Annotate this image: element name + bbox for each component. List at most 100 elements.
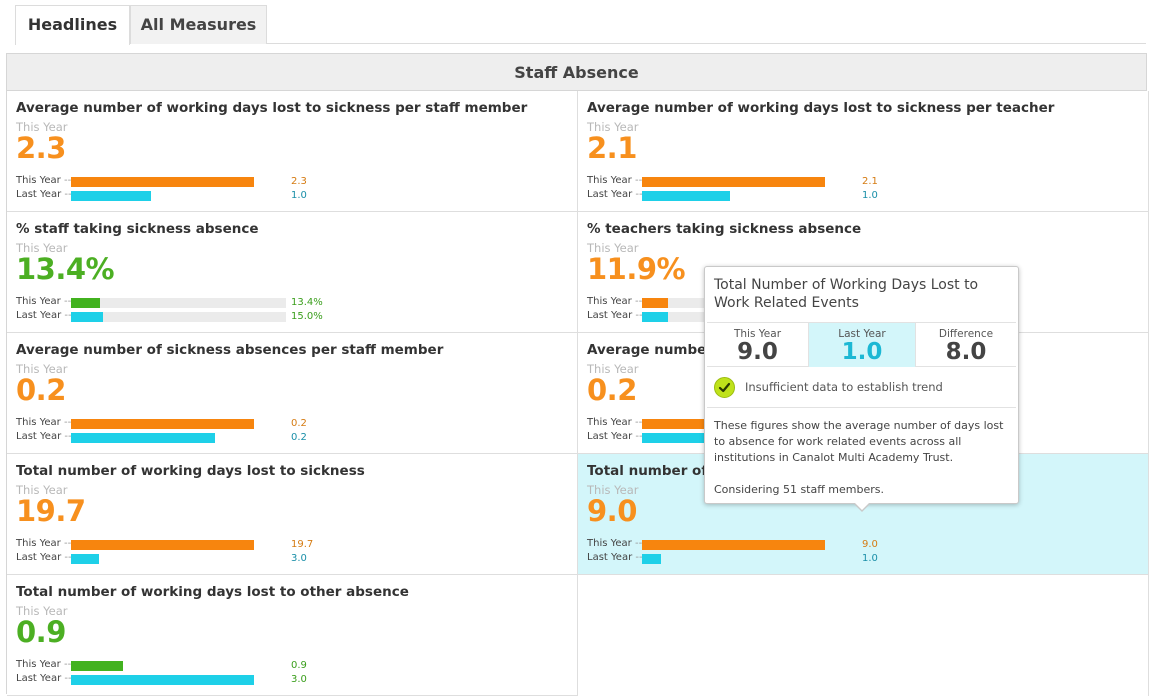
- dash: --: [63, 175, 72, 186]
- stat-last-year: Last Year 1.0: [809, 323, 915, 367]
- last-year-label: Last Year --: [16, 431, 72, 442]
- last-year-label: Last Year --: [16, 673, 72, 684]
- measure-card[interactable]: Total number of working days lost to sic…: [7, 454, 578, 575]
- this-year-number: 2.3: [291, 176, 307, 187]
- dash: --: [64, 189, 72, 200]
- measure-subtitle: This Year: [587, 483, 639, 497]
- measure-value: 11.9%: [587, 252, 686, 286]
- last-year-number: 3.0: [291, 674, 307, 685]
- trend-text: Insufficient data to establish trend: [745, 380, 943, 394]
- last-year-label: Last Year --: [587, 189, 643, 200]
- dash: --: [635, 431, 643, 442]
- this-year-text: This Year: [587, 175, 632, 186]
- measure-card[interactable]: Total number of working days lost to oth…: [7, 575, 578, 696]
- this-year-bar: [642, 177, 825, 187]
- dash: --: [64, 310, 72, 321]
- stat-last-year-value: 1.0: [841, 339, 883, 365]
- dash: --: [63, 659, 72, 670]
- measure-value: 9.0: [587, 494, 637, 528]
- tooltip-trend: Insufficient data to establish trend: [707, 367, 1016, 408]
- last-year-bar: [642, 554, 661, 564]
- dash: --: [634, 417, 643, 428]
- dash: --: [635, 189, 643, 200]
- tooltip-arrow-inner: [854, 502, 870, 510]
- tooltip-considering: Considering 51 staff members.: [714, 483, 885, 496]
- last-year-number: 1.0: [862, 553, 878, 564]
- measure-title: Average number of working days lost to s…: [587, 100, 1055, 116]
- tooltip-title: Total Number of Working Days Lost to Wor…: [714, 277, 979, 311]
- last-year-text: Last Year: [16, 552, 62, 563]
- measure-value: 13.4%: [16, 252, 115, 286]
- this-year-label: This Year --: [16, 659, 71, 670]
- last-year-bar: [71, 433, 215, 443]
- stat-this-year: This Year 9.0: [707, 323, 809, 367]
- measure-subtitle: This Year: [16, 483, 68, 497]
- measure-title: Average number of working days lost to s…: [16, 100, 528, 116]
- this-year-text: This Year: [16, 659, 61, 670]
- this-year-label: This Year --: [587, 175, 642, 186]
- measure-title: Total number of working days lost to oth…: [16, 584, 409, 600]
- this-year-number: 19.7: [291, 539, 314, 550]
- tooltip-description: These figures show the average number of…: [714, 419, 1004, 464]
- measure-subtitle: This Year: [587, 241, 639, 255]
- last-year-track: [71, 312, 286, 322]
- this-year-number: 9.0: [862, 539, 878, 550]
- measure-title: Average number of sickness absences per …: [16, 342, 444, 358]
- measure-subtitle: This Year: [587, 362, 639, 376]
- last-year-bar: [71, 191, 151, 201]
- last-year-label: Last Year --: [16, 310, 72, 321]
- tab-all-measures[interactable]: All Measures: [130, 5, 267, 44]
- last-year-text: Last Year: [587, 431, 633, 442]
- this-year-label: This Year --: [16, 538, 71, 549]
- last-year-bar: [642, 191, 730, 201]
- tab-headlines[interactable]: Headlines: [15, 5, 130, 45]
- this-year-bar: [71, 540, 254, 550]
- measure-card[interactable]: Average number of working days lost to s…: [578, 91, 1149, 212]
- measure-title: Average number o: [587, 342, 727, 358]
- dash: --: [635, 552, 643, 563]
- dash: --: [63, 538, 72, 549]
- this-year-bar: [71, 177, 254, 187]
- this-year-number: 0.2: [291, 418, 307, 429]
- tooltip-stats: This Year 9.0 Last Year 1.0 Difference 8…: [707, 322, 1016, 367]
- last-year-number: 1.0: [291, 190, 307, 201]
- this-year-label: This Year --: [16, 175, 71, 186]
- last-year-label: Last Year --: [16, 189, 72, 200]
- dash: --: [634, 538, 643, 549]
- last-year-text: Last Year: [16, 189, 62, 200]
- panel-title: Staff Absence: [7, 54, 1146, 91]
- measure-value: 19.7: [16, 494, 86, 528]
- last-year-text: Last Year: [16, 310, 62, 321]
- dash: --: [63, 417, 72, 428]
- measure-tooltip: Total Number of Working Days Lost to Wor…: [704, 266, 1019, 512]
- last-year-bar: [71, 554, 99, 564]
- this-year-label: This Year --: [16, 417, 71, 428]
- this-year-bar: [71, 661, 123, 671]
- measure-card[interactable]: Average number of working days lost to s…: [7, 91, 578, 212]
- stat-this-year-value: 9.0: [737, 339, 778, 365]
- this-year-number: 2.1: [862, 176, 878, 187]
- dash: --: [64, 673, 72, 684]
- measure-title: Total number of working days lost to sic…: [16, 463, 365, 479]
- last-year-label: Last Year --: [587, 310, 643, 321]
- measure-card[interactable]: % staff taking sickness absence This Year…: [7, 212, 578, 333]
- last-year-number: 0.2: [291, 432, 307, 443]
- last-year-text: Last Year: [16, 431, 62, 442]
- this-year-label: This Year --: [587, 538, 642, 549]
- measure-value: 2.3: [16, 131, 66, 165]
- this-year-text: This Year: [587, 296, 632, 307]
- dash: --: [634, 175, 643, 186]
- this-year-bar: [642, 298, 668, 308]
- dash: --: [634, 296, 643, 307]
- last-year-text: Last Year: [587, 189, 633, 200]
- measure-title: % teachers taking sickness absence: [587, 221, 862, 237]
- measure-title: Total number of w: [587, 463, 725, 479]
- stat-difference: Difference 8.0: [915, 323, 1016, 367]
- stat-this-year-label: This Year: [733, 328, 782, 340]
- measure-subtitle: This Year: [16, 241, 68, 255]
- measure-title: % staff taking sickness absence: [16, 221, 259, 237]
- last-year-label: Last Year --: [587, 431, 643, 442]
- measure-card[interactable]: Average number of sickness absences per …: [7, 333, 578, 454]
- last-year-text: Last Year: [16, 673, 62, 684]
- this-year-track: [71, 298, 286, 308]
